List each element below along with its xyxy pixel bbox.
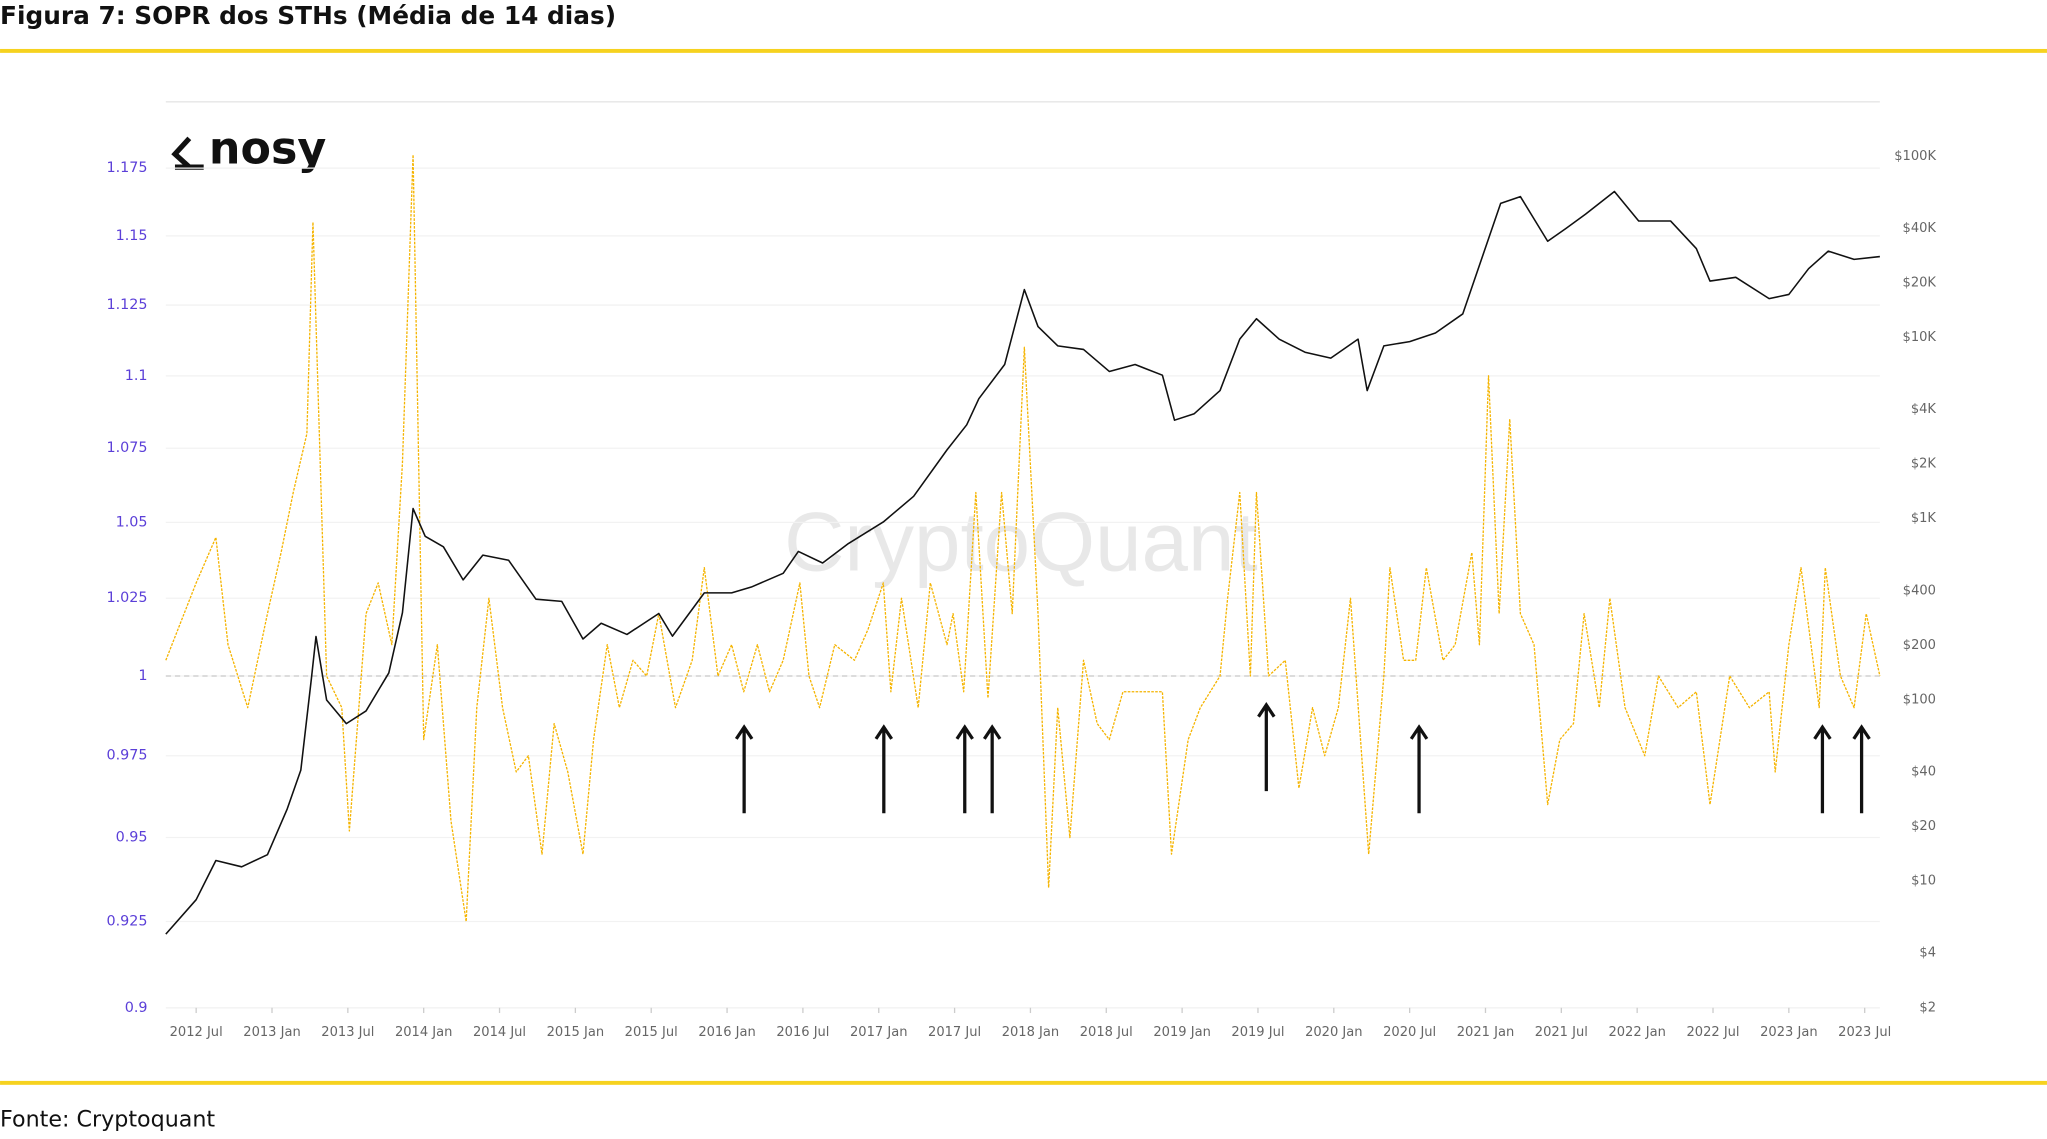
x-tick-label: 2022 Jan (1608, 1025, 1665, 1040)
x-tick-label: 2013 Jul (321, 1025, 374, 1040)
arrow (1813, 724, 1832, 814)
arrow (1257, 701, 1276, 792)
x-tick-label: 2022 Jul (1686, 1025, 1739, 1040)
y2-tick-label: $20 (1911, 819, 1936, 834)
arrow (1409, 724, 1429, 814)
arrow (982, 724, 1002, 814)
x-tick-label: 2023 Jul (1838, 1025, 1891, 1040)
y-tick-label: 0.925 (106, 914, 147, 930)
y-tick-label: 1.075 (106, 440, 147, 456)
x-tick-label: 2017 Jan (850, 1025, 907, 1040)
y-tick-label: 0.975 (106, 748, 147, 764)
y-tick-label: 0.95 (116, 830, 148, 846)
y2-tick-label: $20K (1903, 276, 1937, 291)
x-tick-label: 2019 Jul (1231, 1025, 1284, 1040)
x-tick-label: 2013 Jan (243, 1025, 300, 1040)
arrow (734, 724, 754, 814)
x-tick-label: 2012 Jul (170, 1025, 223, 1040)
series-line (165, 154, 1881, 923)
watermark: CryptoQuant (784, 494, 1258, 588)
x-tick-label: 2019 Jan (1153, 1025, 1210, 1040)
x-tick-label: 2017 Jul (928, 1025, 981, 1040)
y2-tick-label: $100K (1894, 149, 1936, 164)
y-tick-label: 1.125 (106, 297, 147, 313)
arrow (1852, 724, 1871, 814)
y2-tick-label: $2K (1911, 457, 1937, 472)
x-tick-label: 2014 Jan (395, 1025, 452, 1040)
y-tick-label: 1.05 (116, 514, 148, 530)
x-tick-label: 2016 Jan (698, 1025, 755, 1040)
logo: nosy (209, 123, 326, 174)
y2-tick-label: $200 (1903, 638, 1936, 653)
x-tick-label: 2015 Jan (547, 1025, 604, 1040)
y2-tick-label: $4 (1919, 946, 1936, 961)
series-line (165, 190, 1880, 935)
x-tick-label: 2016 Jul (776, 1025, 829, 1040)
y2-tick-label: $100 (1903, 692, 1936, 707)
y2-tick-label: $10 (1911, 874, 1936, 889)
y2-tick-label: $40 (1911, 765, 1936, 780)
y-tick-label: 1.15 (116, 228, 148, 244)
top-rule (0, 48, 2047, 53)
source: Fonte: Cryptoquant (0, 1107, 215, 1133)
y-tick-label: 1.1 (125, 368, 148, 384)
y-tick-label: 1 (138, 668, 147, 684)
y-tick-label: 0.9 (125, 1000, 148, 1016)
y-tick-label: 1.025 (106, 590, 147, 606)
figure-title: Figura 7: SOPR dos STHs (Média de 14 dia… (0, 1, 616, 30)
arrow (874, 724, 894, 814)
logo-mark (171, 136, 204, 170)
y-tick-label: 1.175 (106, 160, 147, 176)
x-tick-label: 2015 Jul (625, 1025, 678, 1040)
x-tick-label: 2018 Jul (1080, 1025, 1133, 1040)
y2-tick-label: $4K (1911, 402, 1937, 417)
x-tick-label: 2021 Jan (1457, 1025, 1514, 1040)
y2-tick-label: $10K (1903, 330, 1937, 345)
y2-tick-label: $400 (1903, 583, 1936, 598)
x-tick-label: 2020 Jul (1383, 1025, 1436, 1040)
x-tick-label: 2023 Jan (1760, 1025, 1817, 1040)
y2-tick-label: $1K (1911, 511, 1937, 526)
y2-tick-label: $2 (1919, 1000, 1936, 1015)
plot: 0.9 0.925 0.95 0.975 1 1.025 1.05 1.075 1.1 1.125… (106, 149, 1936, 1040)
x-tick-label: 2020 Jan (1305, 1025, 1362, 1040)
x-tick-label: 2018 Jan (1002, 1025, 1059, 1040)
x-tick-label: 2021 Jul (1535, 1025, 1588, 1040)
x-tick-label: 2014 Jul (473, 1025, 526, 1040)
bottom-rule (0, 1080, 2047, 1085)
arrow (955, 724, 974, 814)
arrows (734, 701, 1871, 814)
y2-tick-label: $40K (1903, 221, 1937, 236)
